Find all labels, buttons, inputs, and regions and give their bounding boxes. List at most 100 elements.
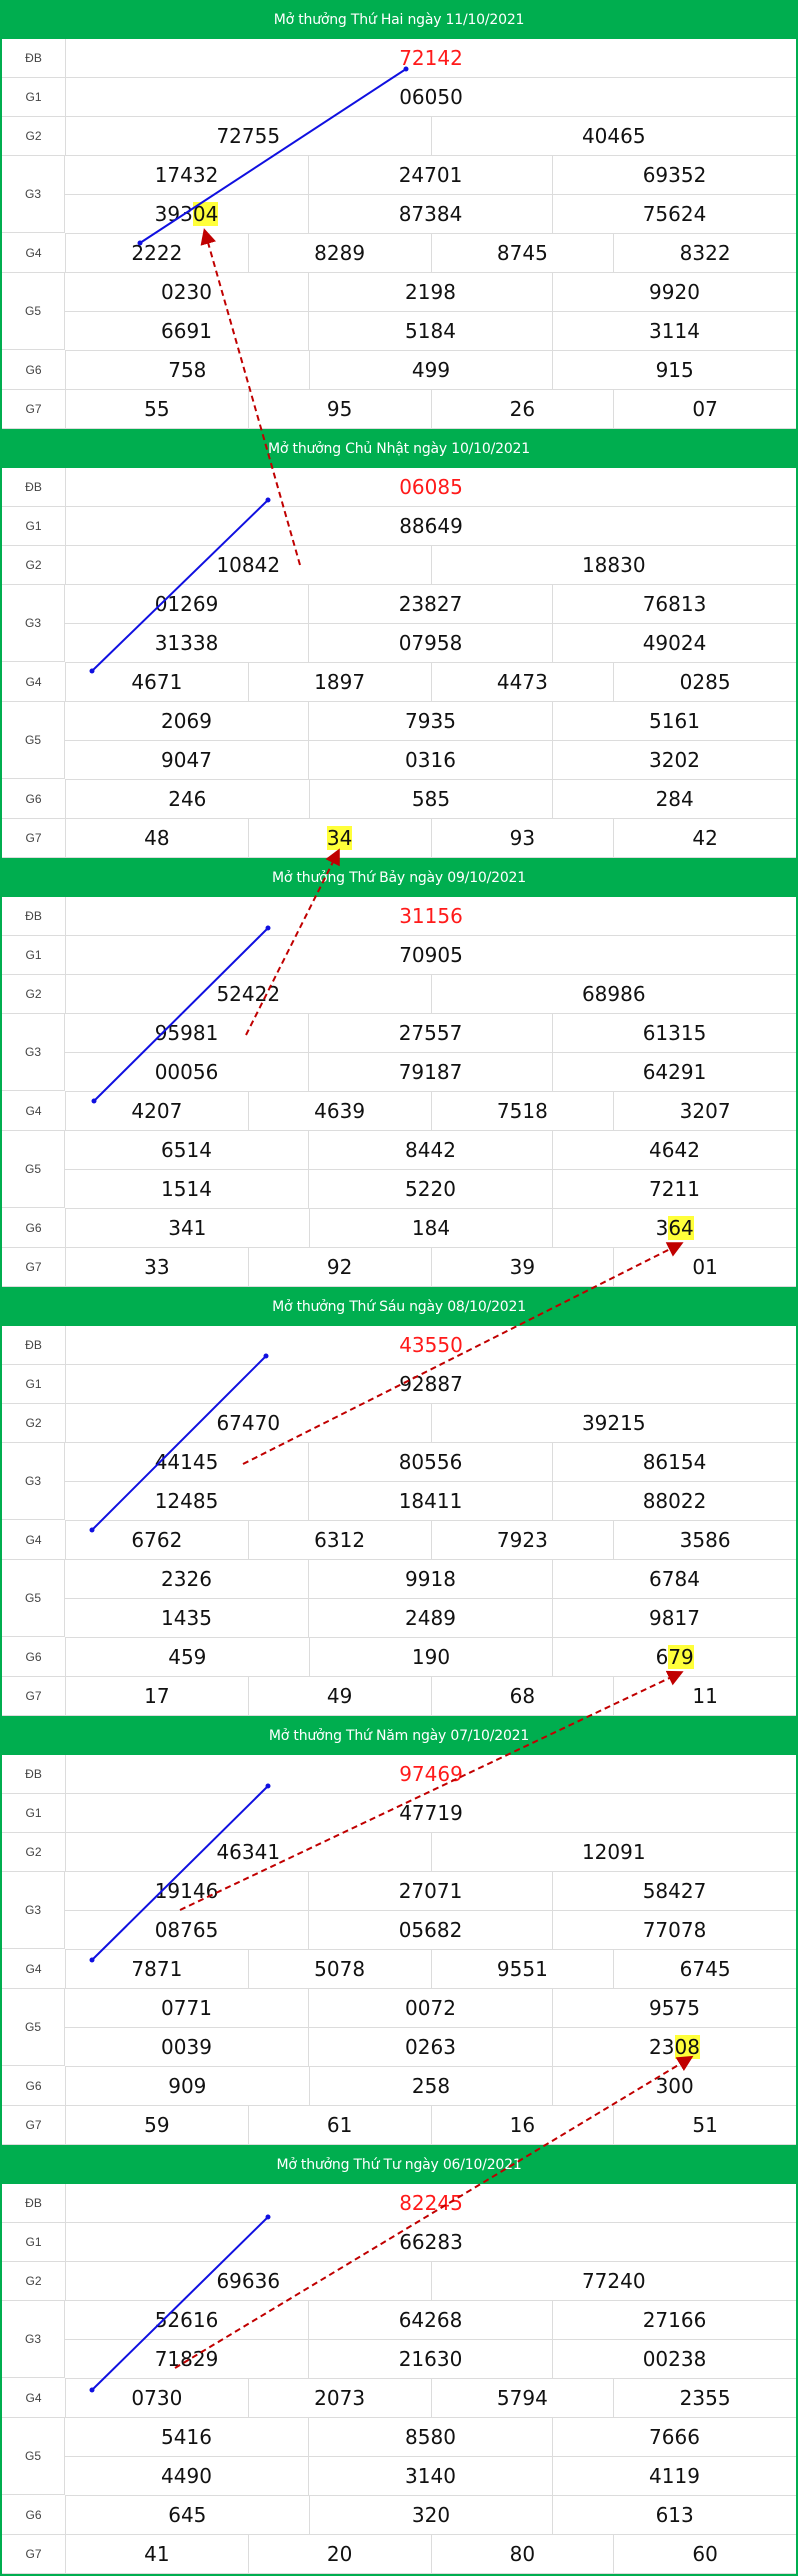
- prize-label: G7: [2, 2106, 66, 2144]
- prize-value: 64268: [309, 2301, 553, 2339]
- prize-value: 8289: [249, 234, 432, 272]
- second-prize-value: 72755: [66, 117, 432, 155]
- draw-block: Mở thưởng Thứ Năm ngày 07/10/2021 ĐB 97469…: [0, 1716, 798, 2145]
- prize-value: 80: [432, 2535, 615, 2573]
- first-prize-value: 70905: [399, 943, 463, 967]
- prize-value: 4490: [65, 2457, 309, 2495]
- prize-subrow: 2326 9918 6784: [65, 1560, 796, 1599]
- prize-value: 27166: [642, 2308, 707, 2332]
- prize-label: G1: [2, 507, 66, 545]
- prize-subrow: 01269 23827 76813: [65, 585, 796, 624]
- second-prize-value: 39215: [581, 1411, 646, 1435]
- prize-value: 69352: [642, 163, 707, 187]
- prize-subrow: 0230 2198 9920: [65, 273, 796, 312]
- second-prize-value: 68986: [581, 982, 646, 1006]
- prize-value: 0771: [65, 1989, 309, 2027]
- draw-block: Mở thưởng Thứ Bảy ngày 09/10/2021 ĐB 31156…: [0, 858, 798, 1287]
- prize-value: 1435: [65, 1599, 309, 1637]
- prize-value: 5416: [65, 2418, 309, 2456]
- prize-value: 0072: [309, 1989, 553, 2027]
- prize-values: 97469: [66, 1755, 796, 1793]
- prize-value: 0316: [309, 741, 553, 779]
- prize-value: 9918: [309, 1560, 553, 1598]
- prize-subrow: 12485 18411 88022: [65, 1482, 796, 1521]
- prize-value: 1514: [65, 1170, 309, 1208]
- prize-value: 9575: [649, 1996, 700, 2020]
- prize-value: 17: [66, 1677, 249, 1715]
- prize-row-g6: G6 341 184 3 64: [2, 1209, 796, 1248]
- prize-subrow: 52616 64268 27166: [65, 2301, 796, 2340]
- highlighted-digits: 64: [668, 1216, 694, 1240]
- prize-value: 6312: [249, 1521, 432, 1559]
- prize-label: ĐB: [2, 39, 66, 77]
- prize-label: ĐB: [2, 1755, 66, 1793]
- prize-label: G2: [2, 1404, 66, 1442]
- prize-value: 79187: [309, 1053, 553, 1091]
- prize-value: 1897: [249, 663, 432, 701]
- prize-value: 320: [310, 2496, 554, 2534]
- prize-value: 4473: [432, 663, 615, 701]
- prize-values: 92887: [66, 1365, 796, 1403]
- prize-value: 0263: [309, 2028, 553, 2066]
- prize-label: G5: [2, 2418, 65, 2495]
- prize-subrow: 6691 5184 3114: [65, 312, 796, 351]
- prize-label: G5: [2, 702, 65, 779]
- prize-subrow: 1514 5220 7211: [65, 1170, 796, 1209]
- prize-value: 300: [655, 2074, 694, 2098]
- prize-value: 6 79: [655, 1645, 694, 1669]
- prize-group-g3: G3 01269 23827 76813 31338 07958 49024: [2, 585, 796, 663]
- prize-value: 9551: [432, 1950, 615, 1988]
- prize-values: 17 49 68 11: [66, 1677, 796, 1715]
- prize-label: G1: [2, 936, 66, 974]
- prize-row-g7: G7 33 92 39 01: [2, 1248, 796, 1287]
- prize-values: 4671 1897 4473 0285: [66, 663, 796, 701]
- second-prize-value: 10842: [66, 546, 432, 584]
- prize-row-g1: G1 47719: [2, 1794, 796, 1833]
- prize-row-g2: G2 10842 18830: [2, 546, 796, 585]
- prize-value: 4639: [249, 1092, 432, 1130]
- prize-value: 184: [310, 1209, 554, 1247]
- prize-subrow: 1435 2489 9817: [65, 1599, 796, 1638]
- prize-label: G4: [2, 1521, 66, 1559]
- prize-value: 9047: [65, 741, 309, 779]
- prize-label: ĐB: [2, 468, 66, 506]
- prize-subrow: 95981 27557 61315: [65, 1014, 796, 1053]
- prize-row-g2: G2 46341 12091: [2, 1833, 796, 1872]
- prize-group-g5: G5 0771 0072 9575 0039 0263 23 08: [2, 1989, 796, 2067]
- prize-value: 9817: [649, 1606, 700, 1630]
- prize-group-g3: G3 17432 24701 69352 393 04 87384 75624: [2, 156, 796, 234]
- prize-subrow: 393 04 87384 75624: [65, 195, 796, 234]
- prize-row-g1: G1 66283: [2, 2223, 796, 2262]
- prize-values: 72142: [66, 39, 796, 77]
- special-prize-value: 97469: [399, 1762, 463, 1786]
- prize-value: 48: [66, 819, 249, 857]
- prize-value: 7923: [432, 1521, 615, 1559]
- prize-label: G1: [2, 2223, 66, 2261]
- prize-row-g7: G7 17 49 68 11: [2, 1677, 796, 1716]
- second-prize-value: 67470: [66, 1404, 432, 1442]
- prize-value: 07: [692, 397, 718, 421]
- prize-group-g5: G5 2326 9918 6784 1435 2489 9817: [2, 1560, 796, 1638]
- prize-values: 6762 6312 7923 3586: [66, 1521, 796, 1559]
- prize-row-db: ĐB 97469: [2, 1755, 796, 1794]
- prize-group-g5: G5 5416 8580 7666 4490 3140 4119: [2, 2418, 796, 2496]
- special-prize-value: 06085: [399, 475, 463, 499]
- prize-values: 31156: [66, 897, 796, 935]
- prize-value: 7935: [309, 702, 553, 740]
- prize-values: 909 258 300: [66, 2067, 796, 2105]
- first-prize-value: 88649: [399, 514, 463, 538]
- prize-value: 31338: [65, 624, 309, 662]
- prize-label: G7: [2, 1248, 66, 1286]
- prize-row-db: ĐB 72142: [2, 39, 796, 78]
- prize-subrow: 2069 7935 5161: [65, 702, 796, 741]
- results-table: ĐB 43550 G1 92887 G2 67470 39215 G3 44145 80556 86…: [0, 1326, 798, 1716]
- prize-label: G1: [2, 1794, 66, 1832]
- prize-value: 341: [66, 1209, 310, 1247]
- prize-value: 4119: [649, 2464, 700, 2488]
- prize-value: 6514: [65, 1131, 309, 1169]
- prize-row-g4: G4 7871 5078 9551 6745: [2, 1950, 796, 1989]
- prize-row-g6: G6 758 499 915: [2, 351, 796, 390]
- prize-value: 8442: [309, 1131, 553, 1169]
- prize-subrow: 0771 0072 9575: [65, 1989, 796, 2028]
- second-prize-value: 77240: [581, 2269, 646, 2293]
